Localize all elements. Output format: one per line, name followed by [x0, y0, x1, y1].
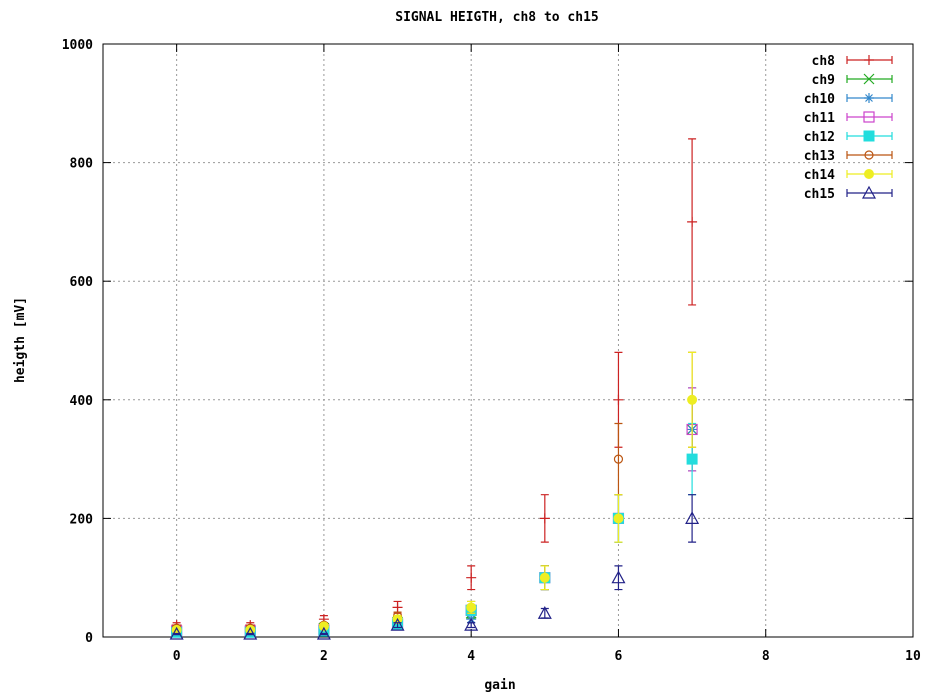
legend-entry-ch14: ch14 — [804, 168, 893, 183]
tick-labels: 0 2 4 6 8 10 0 200 400 600 800 1000 — [62, 38, 921, 664]
legend-line-ch15 — [846, 189, 893, 197]
series-ch8 — [171, 138, 698, 631]
legend-entry-ch11: ch11 — [804, 111, 893, 126]
point-ch15-0 — [169, 626, 184, 640]
plot-border — [102, 43, 914, 638]
x-tick-label-0: 0 — [173, 649, 181, 664]
axes — [102, 43, 914, 638]
x-tick-label-10: 10 — [905, 649, 921, 664]
series-ch15 — [169, 494, 700, 640]
point-ch12-7 — [686, 453, 698, 465]
point-ch8-7 — [687, 216, 698, 227]
y-axis-label: heigth [mV] — [13, 297, 28, 383]
legend-label-ch12: ch12 — [804, 130, 835, 145]
x-tick-label-4: 4 — [467, 649, 475, 664]
legend-marker-ch15 — [861, 185, 877, 199]
x-tick-label-6: 6 — [615, 649, 623, 664]
legend-label-ch15: ch15 — [804, 187, 835, 202]
y-tick-label-800: 800 — [70, 157, 94, 172]
legend-marker-ch14 — [864, 169, 874, 179]
point-ch15-5 — [537, 606, 552, 619]
legend-label-ch10: ch10 — [804, 92, 835, 107]
point-ch15-1 — [243, 626, 258, 640]
legend-entry-ch9: ch9 — [812, 73, 893, 88]
error-bar-ch15-6 — [614, 565, 623, 591]
y-tick-label-400: 400 — [70, 394, 94, 409]
legend: ch8 ch9 ch10 ch11 ch12 ch13 ch14 ch15 — [804, 54, 893, 202]
legend-entry-ch8: ch8 — [812, 54, 893, 69]
error-bar-ch15-3 — [393, 622, 402, 629]
legend-marker-ch8 — [864, 55, 874, 65]
point-ch14-7 — [687, 394, 698, 405]
x-tick-label-2: 2 — [320, 649, 328, 664]
point-ch8-4 — [466, 572, 477, 583]
x-tick-label-8: 8 — [762, 649, 770, 664]
point-ch14-6 — [613, 513, 624, 524]
legend-marker-ch12 — [863, 130, 875, 142]
point-ch14-4 — [466, 602, 477, 613]
point-ch15-3 — [390, 617, 405, 631]
point-ch15-6 — [611, 570, 626, 584]
legend-marker-ch11 — [863, 111, 875, 123]
chart-title: SIGNAL HEIGTH, ch8 to ch15 — [395, 10, 599, 25]
point-ch13-6 — [613, 454, 624, 464]
legend-marker-ch10 — [864, 93, 874, 103]
legend-label-ch11: ch11 — [804, 111, 835, 126]
legend-line-ch13 — [846, 151, 893, 159]
point-ch15-2 — [316, 626, 331, 640]
point-ch8-5 — [539, 513, 550, 524]
legend-entry-ch10: ch10 — [804, 92, 893, 107]
point-ch14-2 — [318, 621, 329, 632]
point-ch15-7 — [685, 511, 700, 524]
legend-marker-ch13 — [864, 150, 874, 160]
legend-label-ch14: ch14 — [804, 168, 835, 183]
point-ch8-6 — [613, 394, 624, 405]
legend-entry-ch15: ch15 — [804, 185, 893, 202]
grid-lines — [103, 44, 913, 637]
legend-marker-ch9 — [863, 73, 875, 85]
point-ch15-4 — [464, 617, 479, 631]
error-bar-ch15-4 — [467, 622, 476, 629]
point-ch14-5 — [539, 572, 550, 583]
legend-label-ch13: ch13 — [804, 149, 835, 164]
y-tick-label-0: 0 — [85, 631, 93, 646]
legend-entry-ch13: ch13 — [804, 149, 893, 164]
error-bar-ch15-7 — [688, 494, 697, 543]
y-tick-label-600: 600 — [70, 275, 94, 290]
data-series — [169, 138, 700, 640]
point-ch8-3 — [392, 602, 403, 613]
error-bar-ch13-6 — [614, 422, 623, 496]
legend-label-ch8: ch8 — [812, 54, 836, 69]
legend-entry-ch12: ch12 — [804, 130, 893, 145]
x-axis-label: gain — [484, 678, 515, 693]
legend-line-ch11 — [846, 113, 893, 121]
y-tick-label-200: 200 — [70, 512, 94, 527]
legend-label-ch9: ch9 — [812, 73, 835, 88]
y-tick-label-1000: 1000 — [62, 38, 93, 53]
